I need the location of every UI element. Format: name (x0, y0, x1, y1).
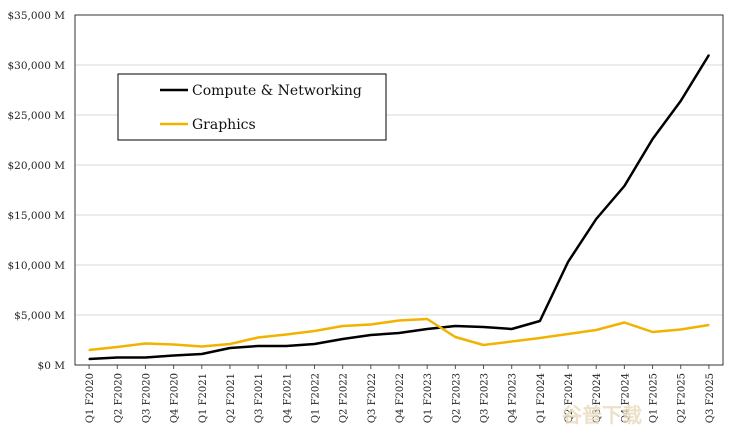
data-point (567, 333, 569, 335)
data-point (285, 333, 288, 336)
data-point (510, 340, 513, 343)
x-tick-label: Q3 F2025 (705, 373, 716, 423)
data-point (116, 356, 119, 359)
watermark: 谷普下载 (562, 403, 642, 427)
data-point (172, 343, 175, 346)
data-point (679, 328, 682, 331)
y-tick-label: $20,000 M (7, 160, 65, 172)
x-tick-label: Q3 F2022 (367, 373, 378, 423)
data-point (454, 336, 457, 338)
y-axis-ticks: $0 M $5,000 M $10,000 M $15,000 M $20,000 M $… (7, 10, 65, 372)
data-point (116, 346, 119, 348)
x-tick-label: Q1 F2022 (310, 373, 321, 423)
data-point (510, 328, 513, 330)
legend-box (117, 73, 387, 141)
y-tick-label: $30,000 M (7, 60, 65, 72)
x-tick-label: Q3 F2023 (480, 373, 491, 423)
series-lines (88, 54, 710, 361)
x-tick-label: Q3 F2020 (141, 373, 152, 423)
data-point (370, 323, 372, 326)
legend-label-compute: Compute & Networking (192, 83, 362, 99)
data-point (229, 343, 231, 345)
data-point (708, 54, 710, 56)
x-tick-label: Q2 F2020 (113, 373, 124, 423)
data-point (257, 345, 259, 347)
y-tick-label: $15,000 M (7, 210, 65, 222)
data-point (623, 321, 626, 324)
legend-label-graphics: Graphics (192, 117, 256, 133)
x-tick-label: Q4 F2020 (170, 373, 181, 423)
data-point (88, 358, 90, 360)
data-point (623, 185, 626, 187)
x-tick-label: Q4 F2024 (620, 373, 631, 423)
y-tick-label: $25,000 M (7, 110, 65, 122)
data-point (651, 138, 654, 140)
y-tick-label: $0 M (38, 360, 66, 372)
x-tick-label: Q2 F2024 (564, 373, 575, 423)
data-point (370, 334, 372, 336)
data-point (341, 338, 344, 340)
data-point (708, 324, 710, 326)
x-axis-ticks: Q1 F2020 Q2 F2020 Q3 F2020 Q4 F2020 Q1 F2021… (85, 365, 716, 423)
y-tick-label: $10,000 M (7, 260, 65, 272)
data-point (454, 325, 457, 327)
data-point (539, 320, 541, 322)
x-tick-label: Q4 F2022 (395, 373, 406, 423)
x-tick-label: Q3 F2024 (592, 373, 603, 423)
x-tick-label: Q4 F2021 (282, 373, 293, 423)
data-point (144, 356, 147, 359)
x-tick-label: Q4 F2023 (508, 373, 519, 423)
data-point (482, 326, 485, 328)
legend: Compute & Networking Graphics (117, 73, 387, 141)
data-point (229, 347, 231, 349)
x-tick-label: Q1 F2020 (85, 373, 96, 423)
data-point (341, 325, 344, 327)
gridlines (75, 14, 723, 366)
x-tick-label: Q2 F2021 (226, 373, 237, 423)
data-point (651, 331, 654, 333)
data-point (200, 345, 203, 348)
data-point (398, 332, 400, 334)
plot-area-border (74, 14, 724, 366)
x-tick-label: Q3 F2021 (254, 373, 265, 423)
series-line-graphics (88, 317, 710, 352)
x-tick-label: Q1 F2021 (198, 373, 209, 423)
x-tick-label: Q2 F2025 (677, 373, 688, 423)
data-point (285, 345, 288, 347)
data-point (200, 353, 203, 355)
data-point (426, 328, 428, 330)
data-point (313, 343, 316, 345)
data-point (257, 336, 259, 339)
data-point (88, 349, 90, 351)
data-point (482, 344, 485, 346)
x-tick-label: Q1 F2025 (649, 373, 660, 423)
data-point (172, 354, 175, 357)
data-point (539, 337, 541, 339)
x-tick-label: Q2 F2022 (339, 373, 350, 423)
data-point (313, 330, 316, 332)
x-tick-label: Q2 F2023 (451, 373, 462, 423)
x-tick-label: Q1 F2023 (423, 373, 434, 423)
data-point (595, 218, 598, 220)
data-point (595, 329, 598, 331)
x-tick-label: Q1 F2024 (536, 373, 547, 423)
data-point (567, 261, 569, 263)
data-point (679, 100, 682, 102)
y-tick-label: $5,000 M (14, 310, 65, 322)
data-point (426, 318, 428, 320)
data-point (144, 342, 147, 345)
y-tick-label: $35,000 M (7, 10, 65, 22)
data-point (398, 319, 400, 322)
